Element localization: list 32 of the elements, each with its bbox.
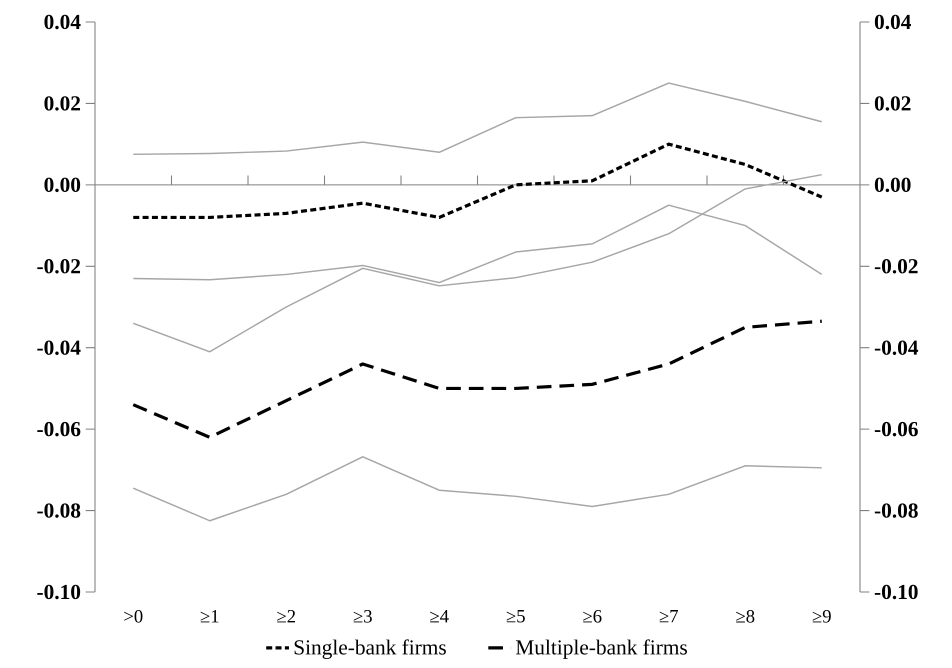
y-tick-label: 0.02 — [874, 96, 910, 111]
legend-label: Multiple-bank firms — [516, 639, 687, 659]
line-series — [132, 82, 822, 156]
y2-tick-label: -0.08 — [37, 503, 80, 518]
legend-label: Single-bank firms — [294, 639, 446, 659]
y2-tick-label: -0.04 — [37, 340, 81, 355]
x-tick-label: ≥8 — [736, 610, 754, 623]
y-tick-label: -0.10 — [874, 584, 918, 600]
y-tick-label: -0.04 — [874, 340, 918, 355]
x-tick-label: ≥9 — [812, 610, 831, 623]
x-tick-label: ≥7 — [660, 610, 678, 622]
x-tick-label: ≥3 — [354, 610, 372, 623]
x-tick-label: ≥4 — [430, 610, 449, 622]
y-tick-label: 0.04 — [874, 14, 911, 30]
x-tick-label: ≥2 — [277, 610, 296, 622]
y2-tick-label: -0.02 — [37, 259, 80, 274]
line-series — [132, 142, 824, 220]
x-tick-label: ≥6 — [583, 610, 602, 623]
line-series — [132, 456, 822, 522]
y2-tick-label: 0.04 — [44, 14, 81, 30]
y-tick-label: 0.00 — [874, 178, 911, 192]
y2-tick-label: 0.00 — [44, 178, 80, 192]
x-tick-label: >0 — [124, 610, 142, 623]
y-tick-label: -0.06 — [874, 422, 918, 436]
y2-tick-label: -0.06 — [37, 422, 80, 436]
y2-tick-label: 0.02 — [44, 96, 80, 111]
y-tick-label: -0.02 — [874, 259, 918, 274]
y2-tick-label: -0.10 — [37, 584, 80, 600]
x-tick-label: ≥5 — [506, 610, 525, 622]
x-tick-label: ≥1 — [200, 610, 218, 622]
line-series — [132, 174, 822, 353]
y-tick-label: -0.08 — [874, 503, 918, 518]
